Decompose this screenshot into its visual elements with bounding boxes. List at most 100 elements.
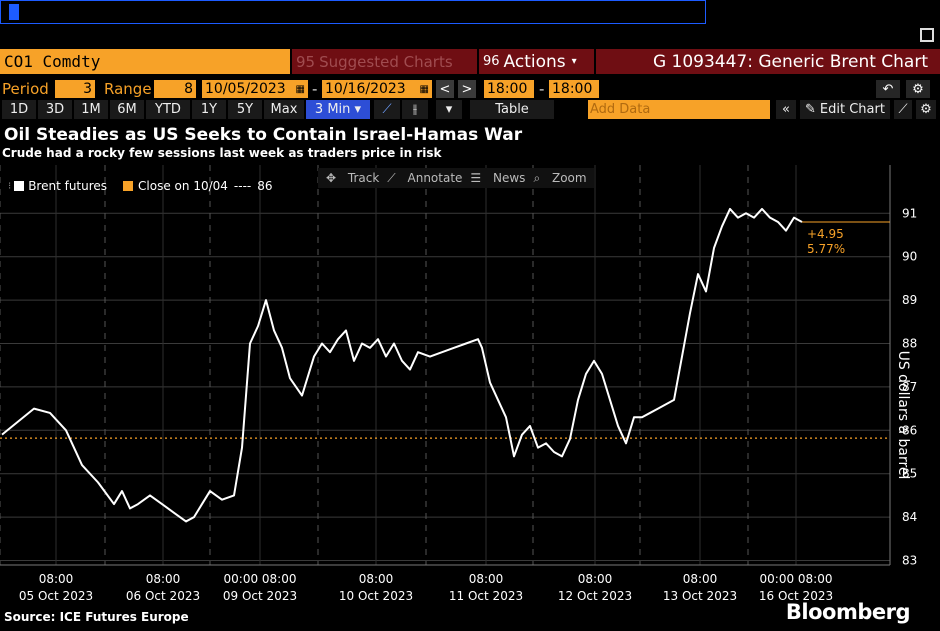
series-line-brent xyxy=(1,207,803,523)
source-note: Source: ICE Futures Europe xyxy=(4,610,189,624)
range-field[interactable]: 8 xyxy=(154,80,196,98)
x-tick-label: 08:00 xyxy=(146,572,181,586)
news-button[interactable]: ☰ News xyxy=(470,171,526,185)
chevron-down-icon: ▾ xyxy=(571,56,577,67)
edit-chart-label: Edit Chart xyxy=(819,102,885,117)
y-tick-label: 87 xyxy=(902,380,917,394)
y-tick-label: 90 xyxy=(902,250,917,264)
chart-toolbar: ✥ Track ⟋ Annotate ☰ News ⌕ Zoom xyxy=(318,168,594,188)
chart-type-dropdown-icon[interactable]: ▾ xyxy=(436,100,462,119)
change-pct-label: 5.77% xyxy=(807,242,845,256)
suggested-charts-button[interactable]: 95 Suggested Charts xyxy=(292,49,477,74)
range-label: Range xyxy=(104,80,152,98)
ticker-field[interactable]: CO1 Comdty xyxy=(0,49,290,74)
line-chart-icon[interactable]: ⟋ xyxy=(374,100,400,119)
x-date-label: 11 Oct 2023 xyxy=(449,589,523,603)
y-tick-label: 89 xyxy=(902,293,917,307)
y-tick-label: 91 xyxy=(902,206,917,220)
edit-chart-button[interactable]: ✎ Edit Chart xyxy=(800,100,890,119)
calendar-icon: ▦ xyxy=(419,83,429,95)
date-dash: - xyxy=(312,80,318,98)
legend-dashes: ---- xyxy=(233,179,252,193)
options-icon[interactable]: ⚙ xyxy=(916,100,936,119)
x-tick-label: 08:00 xyxy=(39,572,74,586)
annotate-button[interactable]: ⟋ Annotate xyxy=(387,170,463,185)
suggested-label: Suggested Charts xyxy=(319,52,453,71)
annotate-label: Annotate xyxy=(407,170,463,185)
range-3d[interactable]: 3D xyxy=(38,100,72,119)
range-ytd[interactable]: YTD xyxy=(146,100,190,119)
x-date-label: 12 Oct 2023 xyxy=(558,589,632,603)
period-label: Period xyxy=(2,80,49,98)
range-1y[interactable]: 1Y xyxy=(192,100,226,119)
actions-label: Actions xyxy=(503,51,566,72)
range-1m[interactable]: 1M xyxy=(74,100,108,119)
news-label: News xyxy=(493,171,526,185)
y-tick-label: 88 xyxy=(902,337,917,351)
collapse-icon[interactable]: « xyxy=(776,100,796,119)
range-max[interactable]: Max xyxy=(264,100,304,119)
interval-select[interactable]: 3 Min ▾ xyxy=(306,100,370,119)
legend-series-label[interactable]: Brent futures xyxy=(28,179,108,193)
calendar-icon: ▦ xyxy=(295,83,305,95)
x-tick-label: 08:00 xyxy=(683,572,718,586)
end-time-field[interactable]: 18:00 xyxy=(549,80,599,98)
range-1d[interactable]: 1D xyxy=(2,100,36,119)
command-cursor xyxy=(9,4,19,20)
y-tick-label: 86 xyxy=(902,423,917,437)
x-date-label: 09 Oct 2023 xyxy=(223,589,297,603)
x-tick-label: 00:00 08:00 xyxy=(224,572,297,586)
start-date-text: 10/05/2023 xyxy=(205,81,286,97)
chart-subheadline: Crude had a rocky few sessions last week… xyxy=(2,146,442,160)
actions-menu[interactable]: 96 Actions ▾ xyxy=(479,49,594,74)
y-tick-label: 85 xyxy=(902,467,917,481)
end-date-field[interactable]: 10/16/2023 ▦ xyxy=(322,80,432,98)
add-data-input[interactable]: Add Data xyxy=(588,100,770,119)
edit-icon: ✎ xyxy=(805,102,816,117)
range-toolbar: 1D 3D 1M 6M YTD 1Y 5Y Max 3 Min ▾ ⟋ ⫲ ▾ … xyxy=(0,100,940,120)
prev-button[interactable]: < xyxy=(436,80,454,98)
settings-icon[interactable]: ⚙ xyxy=(906,80,930,98)
price-chart: 83 84 85 86 87 88 89 90 91 08:00 08:00 00:00 08:00… xyxy=(0,165,917,603)
change-abs-label: +4.95 xyxy=(807,227,844,241)
table-button[interactable]: Table xyxy=(470,100,554,119)
start-time-field[interactable]: 18:00 xyxy=(484,80,534,98)
x-date-label: 10 Oct 2023 xyxy=(339,589,413,603)
legend-close-label[interactable]: Close on 10/04 xyxy=(138,179,228,193)
track-button[interactable]: ✥ Track xyxy=(326,171,380,185)
x-tick-label: 08:00 xyxy=(359,572,394,586)
undo-icon[interactable]: ↶ xyxy=(876,80,900,98)
track-label: Track xyxy=(347,171,380,185)
legend-swatch-series xyxy=(14,181,25,191)
chart-legend: ⁝ Brent futures Close on 10/04 ---- 86 xyxy=(0,175,273,197)
y-axis-label: US dollars a barrel xyxy=(895,350,911,480)
bloomberg-logo: Bloomberg xyxy=(785,600,911,624)
x-tick-label: 08:00 xyxy=(578,572,613,586)
legend-close-value: 86 xyxy=(257,179,273,193)
x-tick-label: 08:00 xyxy=(469,572,504,586)
y-tick-label: 83 xyxy=(902,554,917,568)
legend-handle-icon: ⁝ xyxy=(8,180,12,192)
next-button[interactable]: > xyxy=(458,80,476,98)
draw-icon[interactable]: ⟋ xyxy=(894,100,912,119)
zoom-label: Zoom xyxy=(551,170,587,185)
candle-icon[interactable]: ⫲ xyxy=(402,100,428,119)
start-date-field[interactable]: 10/05/2023 ▦ xyxy=(202,80,308,98)
chart-headline: Oil Steadies as US Seeks to Contain Isra… xyxy=(4,125,523,145)
period-range-row: Period 3 Range 8 10/05/2023 ▦ - 10/16/20… xyxy=(0,79,940,99)
actions-num: 96 xyxy=(483,54,500,69)
x-date-label: 13 Oct 2023 xyxy=(663,589,737,603)
legend-swatch-close xyxy=(123,181,134,191)
zoom-button[interactable]: ⌕ Zoom xyxy=(533,170,587,185)
x-date-label: 05 Oct 2023 xyxy=(19,589,93,603)
period-field[interactable]: 3 xyxy=(55,80,95,98)
end-date-text: 10/16/2023 xyxy=(325,81,406,97)
popout-icon[interactable] xyxy=(920,28,934,42)
y-tick-label: 84 xyxy=(902,510,917,524)
command-line[interactable] xyxy=(0,0,706,24)
range-5y[interactable]: 5Y xyxy=(228,100,262,119)
time-dash: - xyxy=(539,80,545,98)
range-6m[interactable]: 6M xyxy=(110,100,144,119)
graph-title: G 1093447: Generic Brent Chart xyxy=(596,49,940,74)
x-date-label: 16 Oct 2023 xyxy=(759,589,833,603)
